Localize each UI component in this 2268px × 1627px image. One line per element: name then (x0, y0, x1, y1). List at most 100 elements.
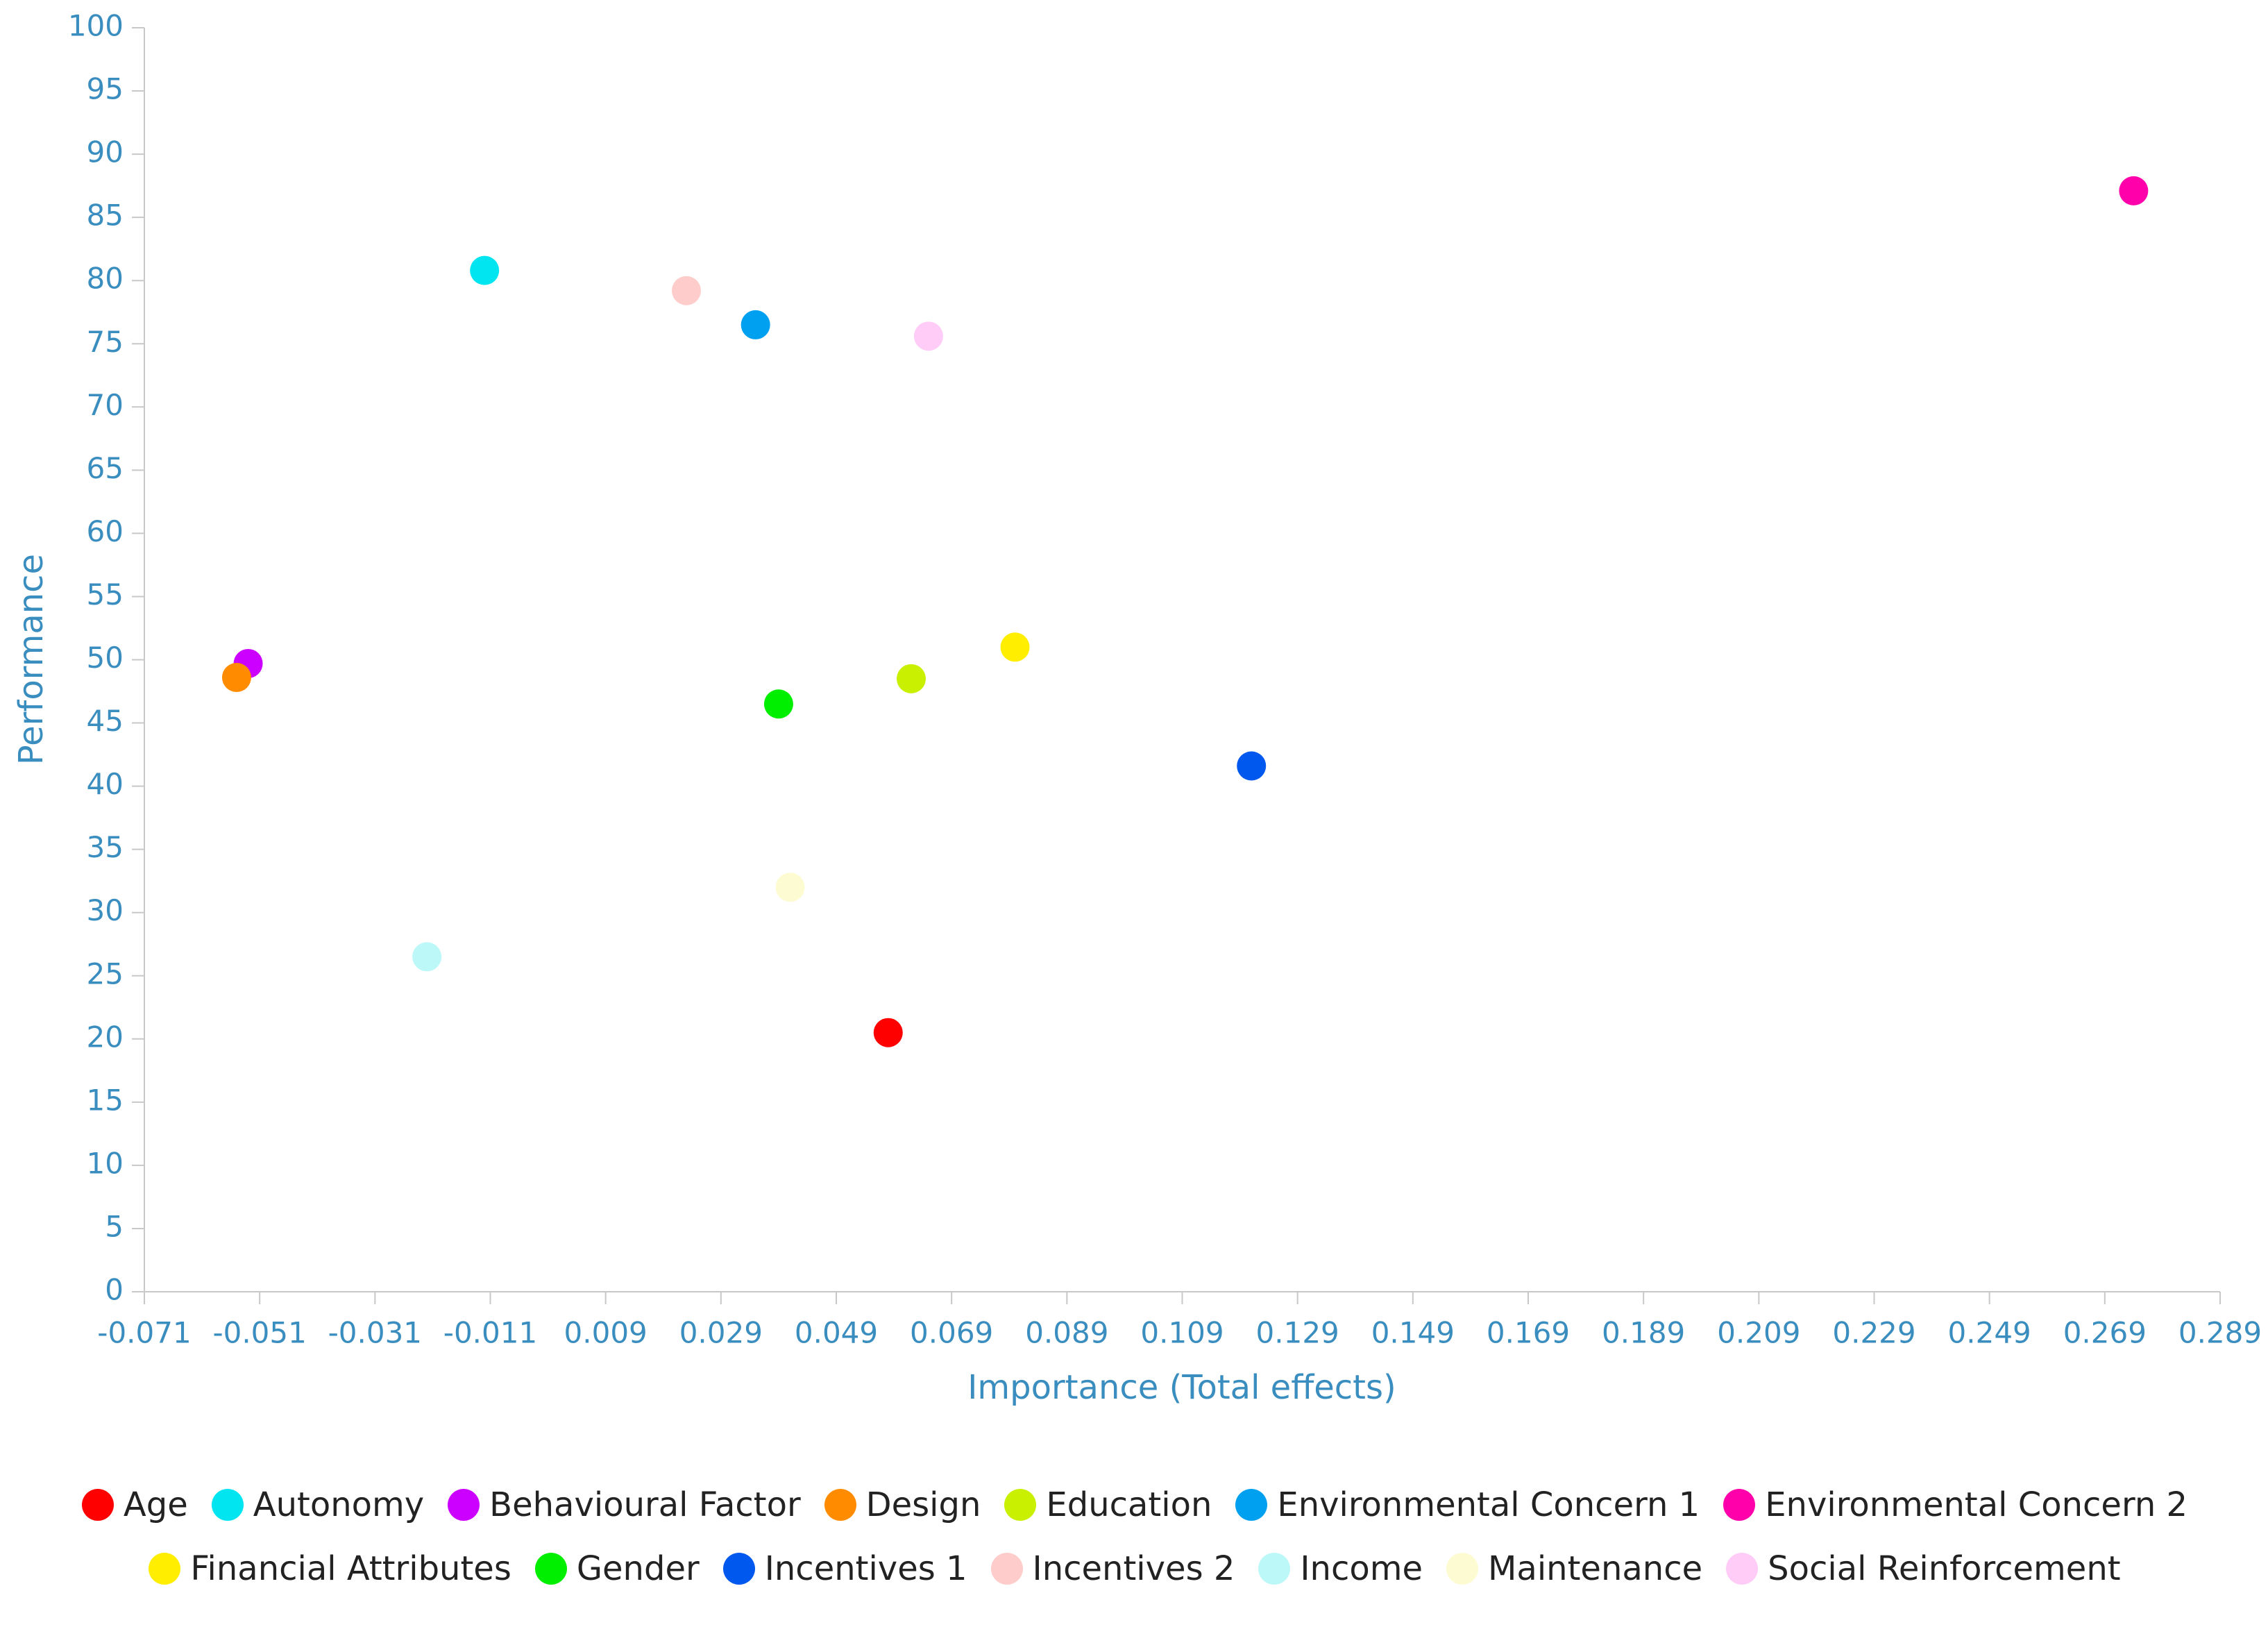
legend-swatch (211, 1489, 244, 1521)
y-tick-label: 20 (87, 1020, 124, 1054)
x-tick-label: 0.009 (564, 1316, 648, 1350)
x-tick-label: 0.249 (1948, 1316, 2031, 1350)
x-tick-label: 0.129 (1256, 1316, 1339, 1350)
legend-swatch (1235, 1489, 1268, 1521)
point (873, 1018, 903, 1047)
x-tick-label: -0.051 (212, 1316, 306, 1350)
x-tick-label: 0.149 (1371, 1316, 1455, 1350)
x-tick-label: 0.189 (1602, 1316, 1685, 1350)
x-tick-label: 0.069 (910, 1316, 993, 1350)
legend-item: Design (824, 1485, 981, 1524)
y-tick-label: 15 (87, 1083, 124, 1117)
y-tick-label: 25 (87, 956, 124, 990)
y-tick-label: 70 (87, 388, 124, 422)
x-tick-label: 0.029 (679, 1316, 763, 1350)
legend-label: Autonomy (253, 1485, 425, 1524)
x-tick-label: 0.049 (795, 1316, 878, 1350)
legend-item: Gender (534, 1549, 700, 1588)
legend-item: Incentives 2 (990, 1549, 1235, 1588)
x-tick-label: 0.109 (1140, 1316, 1224, 1350)
y-tick-label: 75 (87, 325, 124, 359)
legend-item: Financial Attributes (149, 1549, 511, 1588)
point (763, 689, 793, 719)
y-tick-label: 5 (105, 1209, 124, 1243)
legend-swatch (1258, 1553, 1291, 1585)
x-tick-label: 0.289 (2178, 1316, 2262, 1350)
x-tick-label: -0.071 (97, 1316, 191, 1350)
x-tick-label: 0.269 (2063, 1316, 2147, 1350)
legend-label: Financial Attributes (190, 1549, 511, 1588)
legend-swatch (1723, 1489, 1756, 1521)
legend-item: Autonomy (211, 1485, 425, 1524)
legend-swatch (81, 1489, 114, 1521)
point (897, 664, 926, 693)
legend-label: Age (123, 1485, 188, 1524)
legend-label: Income (1300, 1549, 1423, 1588)
legend-label: Education (1046, 1485, 1212, 1524)
legend-label: Incentives 1 (764, 1549, 967, 1588)
legend-item: Behavioural Factor (448, 1485, 801, 1524)
y-tick-label: 55 (87, 578, 124, 612)
legend-swatch (722, 1553, 755, 1585)
legend-item: Education (1004, 1485, 1212, 1524)
y-tick-label: 85 (87, 199, 124, 233)
y-tick-label: 50 (87, 641, 124, 675)
point (1237, 751, 1267, 781)
y-tick-label: 90 (87, 135, 124, 169)
y-tick-label: 95 (87, 72, 124, 106)
point (412, 942, 442, 972)
point (741, 310, 770, 339)
legend-label: Behavioural Factor (489, 1485, 801, 1524)
legend-swatch (149, 1553, 181, 1585)
legend-item: Social Reinforcement (1726, 1549, 2121, 1588)
x-tick-label: -0.031 (328, 1316, 422, 1350)
legend-label: Environmental Concern 2 (1765, 1485, 2188, 1524)
point (1000, 632, 1030, 662)
legend-swatch (1726, 1553, 1759, 1585)
legend-label: Environmental Concern 1 (1277, 1485, 1700, 1524)
point (913, 321, 943, 351)
legend-swatch (534, 1553, 567, 1585)
legend-item: Incentives 1 (722, 1549, 967, 1588)
point (671, 276, 701, 305)
legend-label: Incentives 2 (1032, 1549, 1235, 1588)
y-axis-title: Performance (12, 554, 51, 765)
point (775, 872, 805, 902)
x-axis-title: Importance (Total effects) (967, 1368, 1396, 1407)
legend-label: Maintenance (1488, 1549, 1703, 1588)
legend-swatch (1004, 1489, 1037, 1521)
y-tick-label: 65 (87, 451, 124, 485)
point (2119, 176, 2149, 205)
legend-label: Social Reinforcement (1768, 1549, 2121, 1588)
x-tick-label: 0.089 (1025, 1316, 1108, 1350)
x-tick-label: 0.209 (1717, 1316, 1800, 1350)
legend-swatch (990, 1553, 1023, 1585)
x-tick-label: -0.011 (443, 1316, 537, 1350)
point (470, 255, 500, 285)
y-tick-label: 40 (87, 767, 124, 801)
y-tick-label: 30 (87, 893, 124, 927)
legend-label: Gender (576, 1549, 700, 1588)
legend-swatch (1446, 1553, 1478, 1585)
y-tick-label: 60 (87, 514, 124, 548)
legend-item: Maintenance (1446, 1549, 1702, 1588)
legend-item: Age (81, 1485, 188, 1524)
legend-item: Environmental Concern 2 (1723, 1485, 2187, 1524)
chart: Importance (Total effects) Performance 0… (12, 9, 2262, 1408)
y-tick-label: 0 (105, 1273, 124, 1307)
legend-swatch (448, 1489, 480, 1521)
x-tick-label: 0.229 (1832, 1316, 1915, 1350)
y-tick-label: 80 (87, 262, 124, 296)
y-tick-label: 45 (87, 704, 124, 738)
y-tick-label: 100 (68, 9, 124, 43)
x-tick-label: 0.169 (1487, 1316, 1570, 1350)
legend-item: Environmental Concern 1 (1235, 1485, 1700, 1524)
legend-swatch (824, 1489, 856, 1521)
legend-item: Income (1258, 1549, 1423, 1588)
y-tick-label: 35 (87, 830, 124, 864)
y-tick-label: 10 (87, 1146, 124, 1180)
legend: Age Autonomy Behavioural Factor Design Educa… (28, 1485, 2242, 1588)
point (221, 662, 251, 692)
legend-label: Design (865, 1485, 981, 1524)
